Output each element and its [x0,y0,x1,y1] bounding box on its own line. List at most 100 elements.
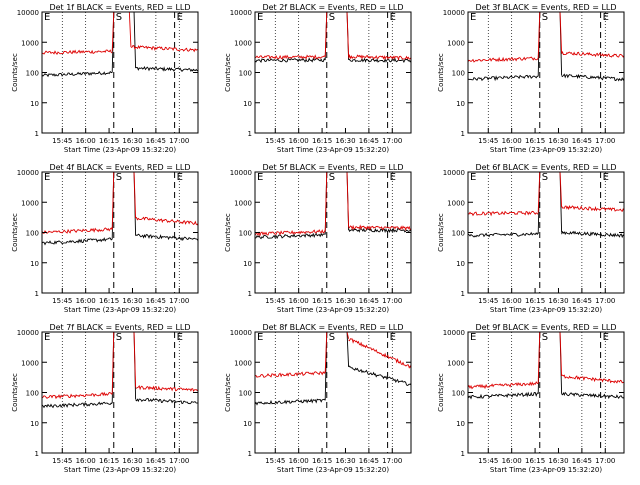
x-tick-label: 16:45 [146,457,166,465]
series-line-lld [561,205,625,212]
x-tick-label: 16:45 [572,297,592,305]
y-tick-label: 100 [452,70,465,78]
y-axis-label: Counts/sec [224,213,232,252]
marker-label: S [542,172,548,183]
y-tick-label: 1 [461,290,465,298]
x-tick-label: 16:45 [359,457,379,465]
series-line-events [41,237,113,246]
x-tick-label: 16:15 [99,137,119,145]
y-tick-label: 1000 [234,199,252,207]
x-tick-label: 16:30 [335,297,355,305]
marker-label: E [603,172,609,183]
x-axis-label: Start Time (23-Apr-09 15:32:20) [277,466,389,474]
x-tick-label: 17:00 [382,457,402,465]
x-tick-label: 16:30 [335,137,355,145]
y-tick-label: 1000 [447,359,465,367]
x-tick-label: 15:45 [52,137,72,145]
y-tick-label: 10000 [17,169,39,177]
series-line-lld [467,381,539,390]
y-tick-label: 10000 [443,169,465,177]
y-tick-label: 1 [248,290,252,298]
marker-label: E [44,332,50,343]
marker-label: E [390,332,396,343]
marker-label: S [329,332,335,343]
y-tick-label: 1 [35,290,39,298]
series-line-events [348,365,412,387]
marker-label: S [329,12,335,23]
marker-label: S [116,12,122,23]
x-axis-label: Start Time (23-Apr-09 15:32:20) [64,466,176,474]
series-line-lld [254,229,326,237]
x-axis-label: Start Time (23-Apr-09 15:32:20) [64,306,176,314]
marker-label: S [116,332,122,343]
x-axis-label: Start Time (23-Apr-09 15:32:20) [277,306,389,314]
x-axis-label: Start Time (23-Apr-09 15:32:20) [490,146,602,154]
x-tick-label: 15:45 [478,297,498,305]
marker-label: E [470,12,476,23]
y-tick-label: 1000 [21,199,39,207]
marker-label: E [44,12,50,23]
y-tick-label: 10000 [230,169,252,177]
x-tick-label: 17:00 [382,137,402,145]
panel-title: Det 2f BLACK = Events, RED = LLD [262,3,403,12]
x-tick-label: 17:00 [169,457,189,465]
x-tick-label: 16:00 [502,137,522,145]
y-tick-label: 1 [248,450,252,458]
y-tick-label: 100 [452,390,465,398]
series-line-events [467,391,539,400]
x-tick-label: 16:00 [76,137,96,145]
series-line-lld [348,53,412,61]
x-tick-label: 17:00 [595,297,615,305]
marker-label: S [542,332,548,343]
panel-title: Det 1f BLACK = Events, RED = LLD [49,3,190,12]
marker-label: E [603,12,609,23]
series-line-lld [561,374,625,384]
x-tick-label: 15:45 [52,297,72,305]
x-tick-label: 16:00 [289,137,309,145]
y-axis-label: Counts/sec [437,373,445,412]
marker-label: E [257,332,263,343]
series-line-events [348,57,412,63]
series-line-lld [135,216,199,226]
y-tick-label: 10000 [17,9,39,17]
marker-label: E [390,12,396,23]
marker-label: E [470,332,476,343]
x-tick-label: 16:45 [572,457,592,465]
x-tick-label: 16:00 [76,457,96,465]
panel-title: Det 7f BLACK = Events, RED = LLD [49,323,190,332]
y-tick-label: 10 [30,100,39,108]
y-tick-label: 100 [239,70,252,78]
x-tick-label: 15:45 [478,137,498,145]
series-line-events [561,230,625,239]
x-tick-label: 17:00 [169,297,189,305]
y-tick-label: 10 [243,420,252,428]
marker-label: E [257,12,263,23]
y-tick-label: 1 [35,130,39,138]
series-line-lld [348,338,412,369]
y-tick-label: 10000 [443,9,465,17]
x-tick-label: 16:15 [312,457,332,465]
x-tick-label: 17:00 [382,297,402,305]
panel-title: Det 9f BLACK = Events, RED = LLD [475,323,616,332]
series-line-lld [135,385,199,392]
x-tick-label: 15:45 [265,297,285,305]
marker-label: E [390,172,396,183]
y-tick-label: 10000 [443,329,465,337]
series-line-events [467,74,539,82]
y-axis-label: Counts/sec [437,53,445,92]
x-tick-label: 16:15 [525,297,545,305]
y-tick-label: 10 [456,260,465,268]
series-line-events [254,57,326,63]
x-tick-label: 16:00 [502,457,522,465]
panel-title: Det 4f BLACK = Events, RED = LLD [49,163,190,172]
y-tick-label: 1 [461,130,465,138]
marker-label: E [44,172,50,183]
series-line-events [135,66,199,73]
x-tick-label: 15:45 [265,137,285,145]
x-tick-label: 16:30 [122,457,142,465]
